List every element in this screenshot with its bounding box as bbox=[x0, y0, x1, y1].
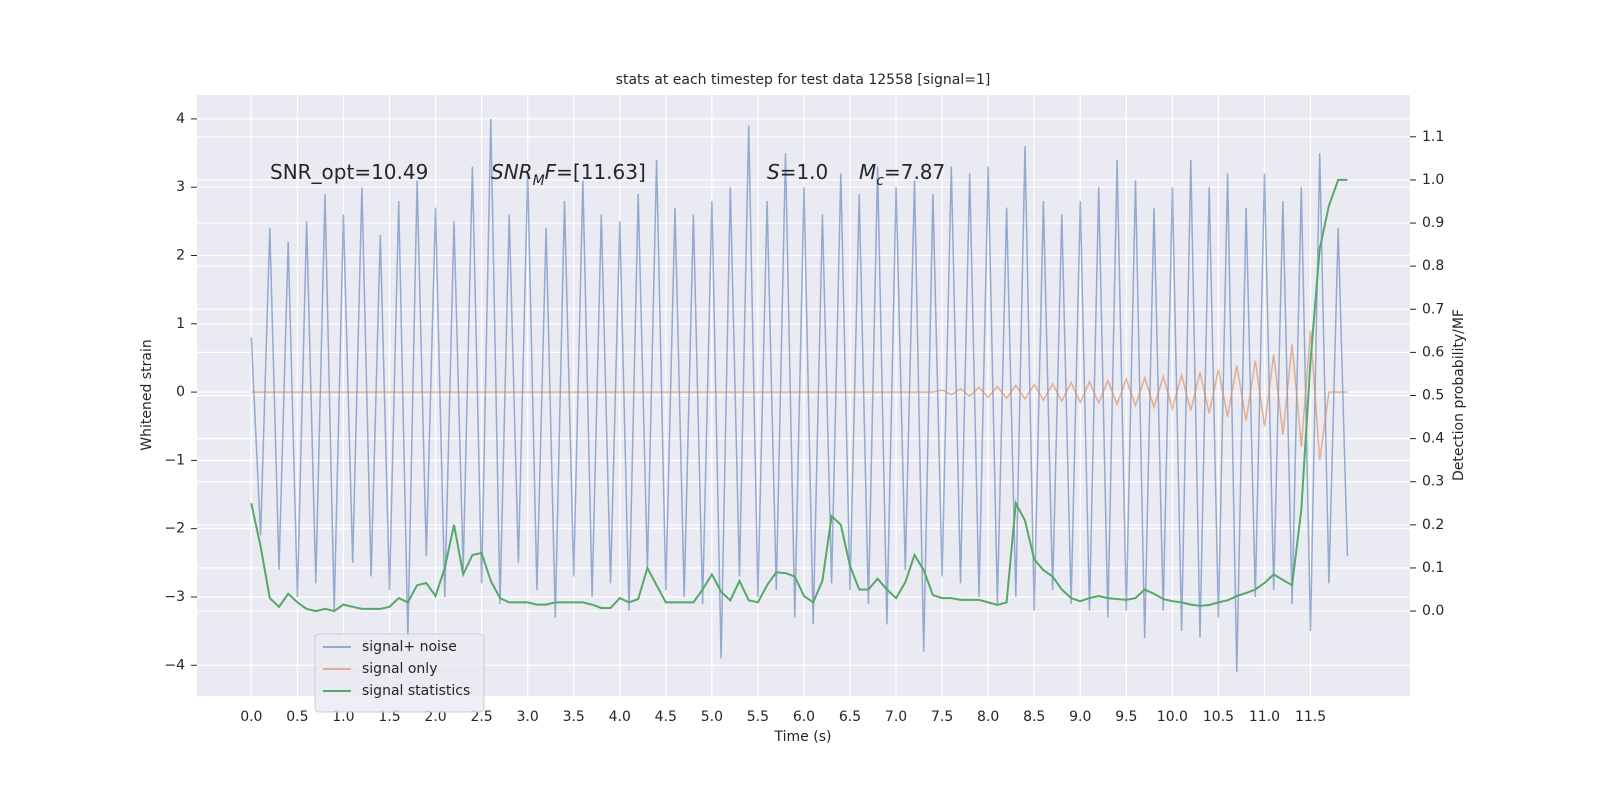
y2-tick-label: 1.0 bbox=[1422, 172, 1444, 188]
x-tick-label: 8.5 bbox=[1023, 709, 1045, 725]
x-tick-label: 6.5 bbox=[839, 709, 861, 725]
x-tick-label: 7.0 bbox=[885, 709, 907, 725]
legend-label: signal+ noise bbox=[362, 639, 457, 655]
x-axis-label: Time (s) bbox=[774, 729, 832, 745]
legend-box bbox=[314, 633, 485, 713]
annotation-part: SNR bbox=[491, 160, 533, 184]
annotation: S=1.0 bbox=[767, 160, 828, 184]
y-tick-label: 4 bbox=[176, 111, 185, 127]
x-tick-label: 4.0 bbox=[609, 709, 631, 725]
y2-tick-label: 0.6 bbox=[1422, 344, 1444, 360]
annotation-part: F bbox=[545, 160, 557, 184]
x-tick-label: 10.0 bbox=[1157, 709, 1188, 725]
x-tick-label: 6.0 bbox=[793, 709, 815, 725]
x-tick-label: 11.0 bbox=[1249, 709, 1280, 725]
annotation-part: M bbox=[859, 160, 876, 184]
y-tick-label: −1 bbox=[164, 452, 185, 468]
x-tick-label: 1.5 bbox=[378, 709, 400, 725]
legend-label: signal only bbox=[362, 661, 437, 677]
series-line bbox=[251, 330, 1348, 461]
y-tick-label: −4 bbox=[164, 657, 185, 673]
y-axis-label: Whitened strain bbox=[139, 339, 155, 450]
y-tick-label: 1 bbox=[176, 316, 185, 332]
annotation-part: S bbox=[767, 160, 780, 184]
x-tick-label: 9.5 bbox=[1115, 709, 1137, 725]
y2-tick-label: 0.5 bbox=[1422, 388, 1444, 404]
annotation-part: =[11.63] bbox=[556, 160, 646, 184]
annotation: SNR_opt=10.49 bbox=[270, 160, 428, 184]
annotation-part: c bbox=[876, 173, 884, 189]
y2-tick-label: 0.3 bbox=[1422, 474, 1444, 490]
x-tick-label: 7.5 bbox=[931, 709, 953, 725]
y2-tick-label: 0.4 bbox=[1422, 431, 1444, 447]
chart-title: stats at each timestep for test data 125… bbox=[616, 72, 991, 88]
y2-tick-label: 0.1 bbox=[1422, 560, 1444, 576]
y-tick-label: 2 bbox=[176, 247, 185, 263]
annotation: SNRMF=[11.63] bbox=[491, 160, 646, 190]
y-tick-label: 0 bbox=[176, 384, 185, 400]
y2-tick-label: 0.7 bbox=[1422, 301, 1444, 317]
annotation-part: =7.87 bbox=[884, 160, 945, 184]
legend-label: signal statistics bbox=[362, 683, 470, 699]
x-tick-label: 11.5 bbox=[1295, 709, 1326, 725]
x-tick-label: 5.0 bbox=[701, 709, 723, 725]
y2-tick-label: 0.9 bbox=[1422, 215, 1444, 231]
y2-tick-label: 0.0 bbox=[1422, 603, 1444, 619]
annotation-part: =1.0 bbox=[780, 160, 829, 184]
series-line bbox=[250, 118, 1349, 673]
series-line bbox=[250, 178, 1348, 613]
x-tick-label: 3.5 bbox=[563, 709, 585, 725]
x-tick-label: 2.0 bbox=[424, 709, 446, 725]
x-tick-label: 10.5 bbox=[1203, 709, 1234, 725]
annotation: Mc=7.87 bbox=[859, 160, 945, 190]
y2-tick-label: 1.1 bbox=[1422, 129, 1444, 145]
x-tick-label: 1.0 bbox=[332, 709, 354, 725]
x-tick-label: 8.0 bbox=[977, 709, 999, 725]
x-tick-label: 3.0 bbox=[517, 709, 539, 725]
annotation-part: M bbox=[533, 173, 545, 189]
y-tick-label: −3 bbox=[164, 589, 185, 605]
x-tick-label: 9.0 bbox=[1069, 709, 1091, 725]
x-tick-label: 2.5 bbox=[470, 709, 492, 725]
y2-tick-label: 0.2 bbox=[1422, 517, 1444, 533]
y2-axis-label: Detection probability/MF bbox=[1451, 309, 1467, 481]
x-tick-label: 5.5 bbox=[747, 709, 769, 725]
x-tick-label: 0.5 bbox=[286, 709, 308, 725]
y-tick-label: 3 bbox=[176, 179, 185, 195]
x-tick-label: 4.5 bbox=[655, 709, 677, 725]
y2-tick-label: 0.8 bbox=[1422, 258, 1444, 274]
annotation-part: SNR_opt=10.49 bbox=[270, 160, 428, 184]
y-tick-label: −2 bbox=[164, 521, 185, 537]
x-tick-label: 0.0 bbox=[240, 709, 262, 725]
